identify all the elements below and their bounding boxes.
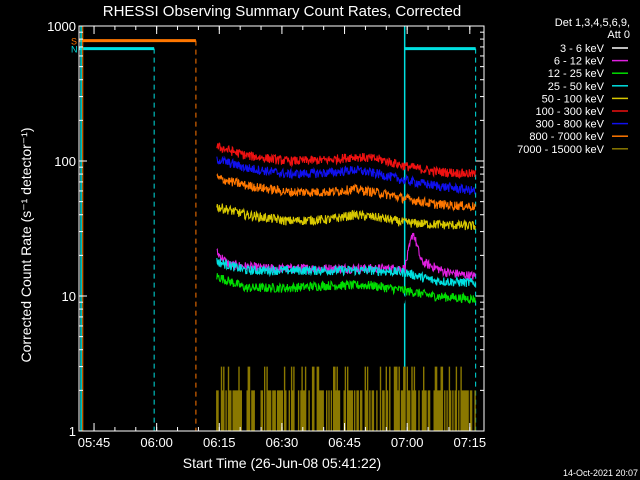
x-tick-label: 07:15 bbox=[454, 435, 487, 450]
x-tick-label: 06:30 bbox=[266, 435, 299, 450]
x-axis-label: Start Time (26-Jun-08 05:41:22) bbox=[183, 455, 381, 471]
legend-header-line: Det 1,3,4,5,6,9, bbox=[555, 17, 630, 29]
series-trace bbox=[216, 273, 476, 305]
legend-header-line: Att 0 bbox=[607, 29, 630, 41]
y-tick-label: 10 bbox=[62, 289, 76, 304]
series-trace bbox=[216, 172, 476, 212]
legend-entry-label: 12 - 25 keV bbox=[548, 68, 605, 80]
x-tick-label: 06:00 bbox=[140, 435, 173, 450]
plot-area: SN bbox=[71, 26, 477, 431]
state-label: S bbox=[71, 37, 77, 47]
series-trace bbox=[216, 258, 476, 288]
x-tick-label: 05:45 bbox=[78, 435, 111, 450]
y-tick-label: 1 bbox=[69, 424, 76, 439]
x-tick-label: 06:45 bbox=[328, 435, 361, 450]
x-tick-label: 07:00 bbox=[391, 435, 424, 450]
axes: 1 10 100 1000 05:45 06:00 06:15 06:30 06:45 07:00… bbox=[47, 19, 486, 450]
series-trace bbox=[216, 142, 476, 179]
legend-entry-label: 300 - 800 keV bbox=[536, 119, 605, 131]
legend-entry-label: 6 - 12 keV bbox=[554, 56, 605, 68]
chart-title: RHESSI Observing Summary Count Rates, Co… bbox=[103, 3, 461, 20]
x-tick-label: 06:15 bbox=[203, 435, 236, 450]
legend-entry-label: 3 - 6 keV bbox=[560, 43, 605, 55]
legend-entry-label: 7000 - 15000 keV bbox=[517, 144, 605, 156]
legend-entry-label: 25 - 50 keV bbox=[548, 81, 605, 93]
series-trace bbox=[216, 203, 476, 231]
state-label: N bbox=[71, 45, 78, 55]
y-axis-label: Corrected Count Rate (s⁻¹ detector⁻¹) bbox=[18, 128, 34, 363]
legend-entry-label: 800 - 7000 keV bbox=[529, 131, 604, 143]
legend-entry-label: 50 - 100 keV bbox=[542, 93, 605, 105]
generation-timestamp: 14-Oct-2021 20:07 bbox=[563, 468, 638, 478]
y-tick-label: 100 bbox=[54, 154, 76, 169]
legend-header: Det 1,3,4,5,6,9,Att 0 bbox=[555, 17, 630, 41]
series-trace bbox=[216, 155, 476, 195]
series-trace bbox=[216, 366, 476, 431]
legend-entry-label: 100 - 300 keV bbox=[536, 106, 605, 118]
y-tick-label: 1000 bbox=[47, 19, 76, 34]
